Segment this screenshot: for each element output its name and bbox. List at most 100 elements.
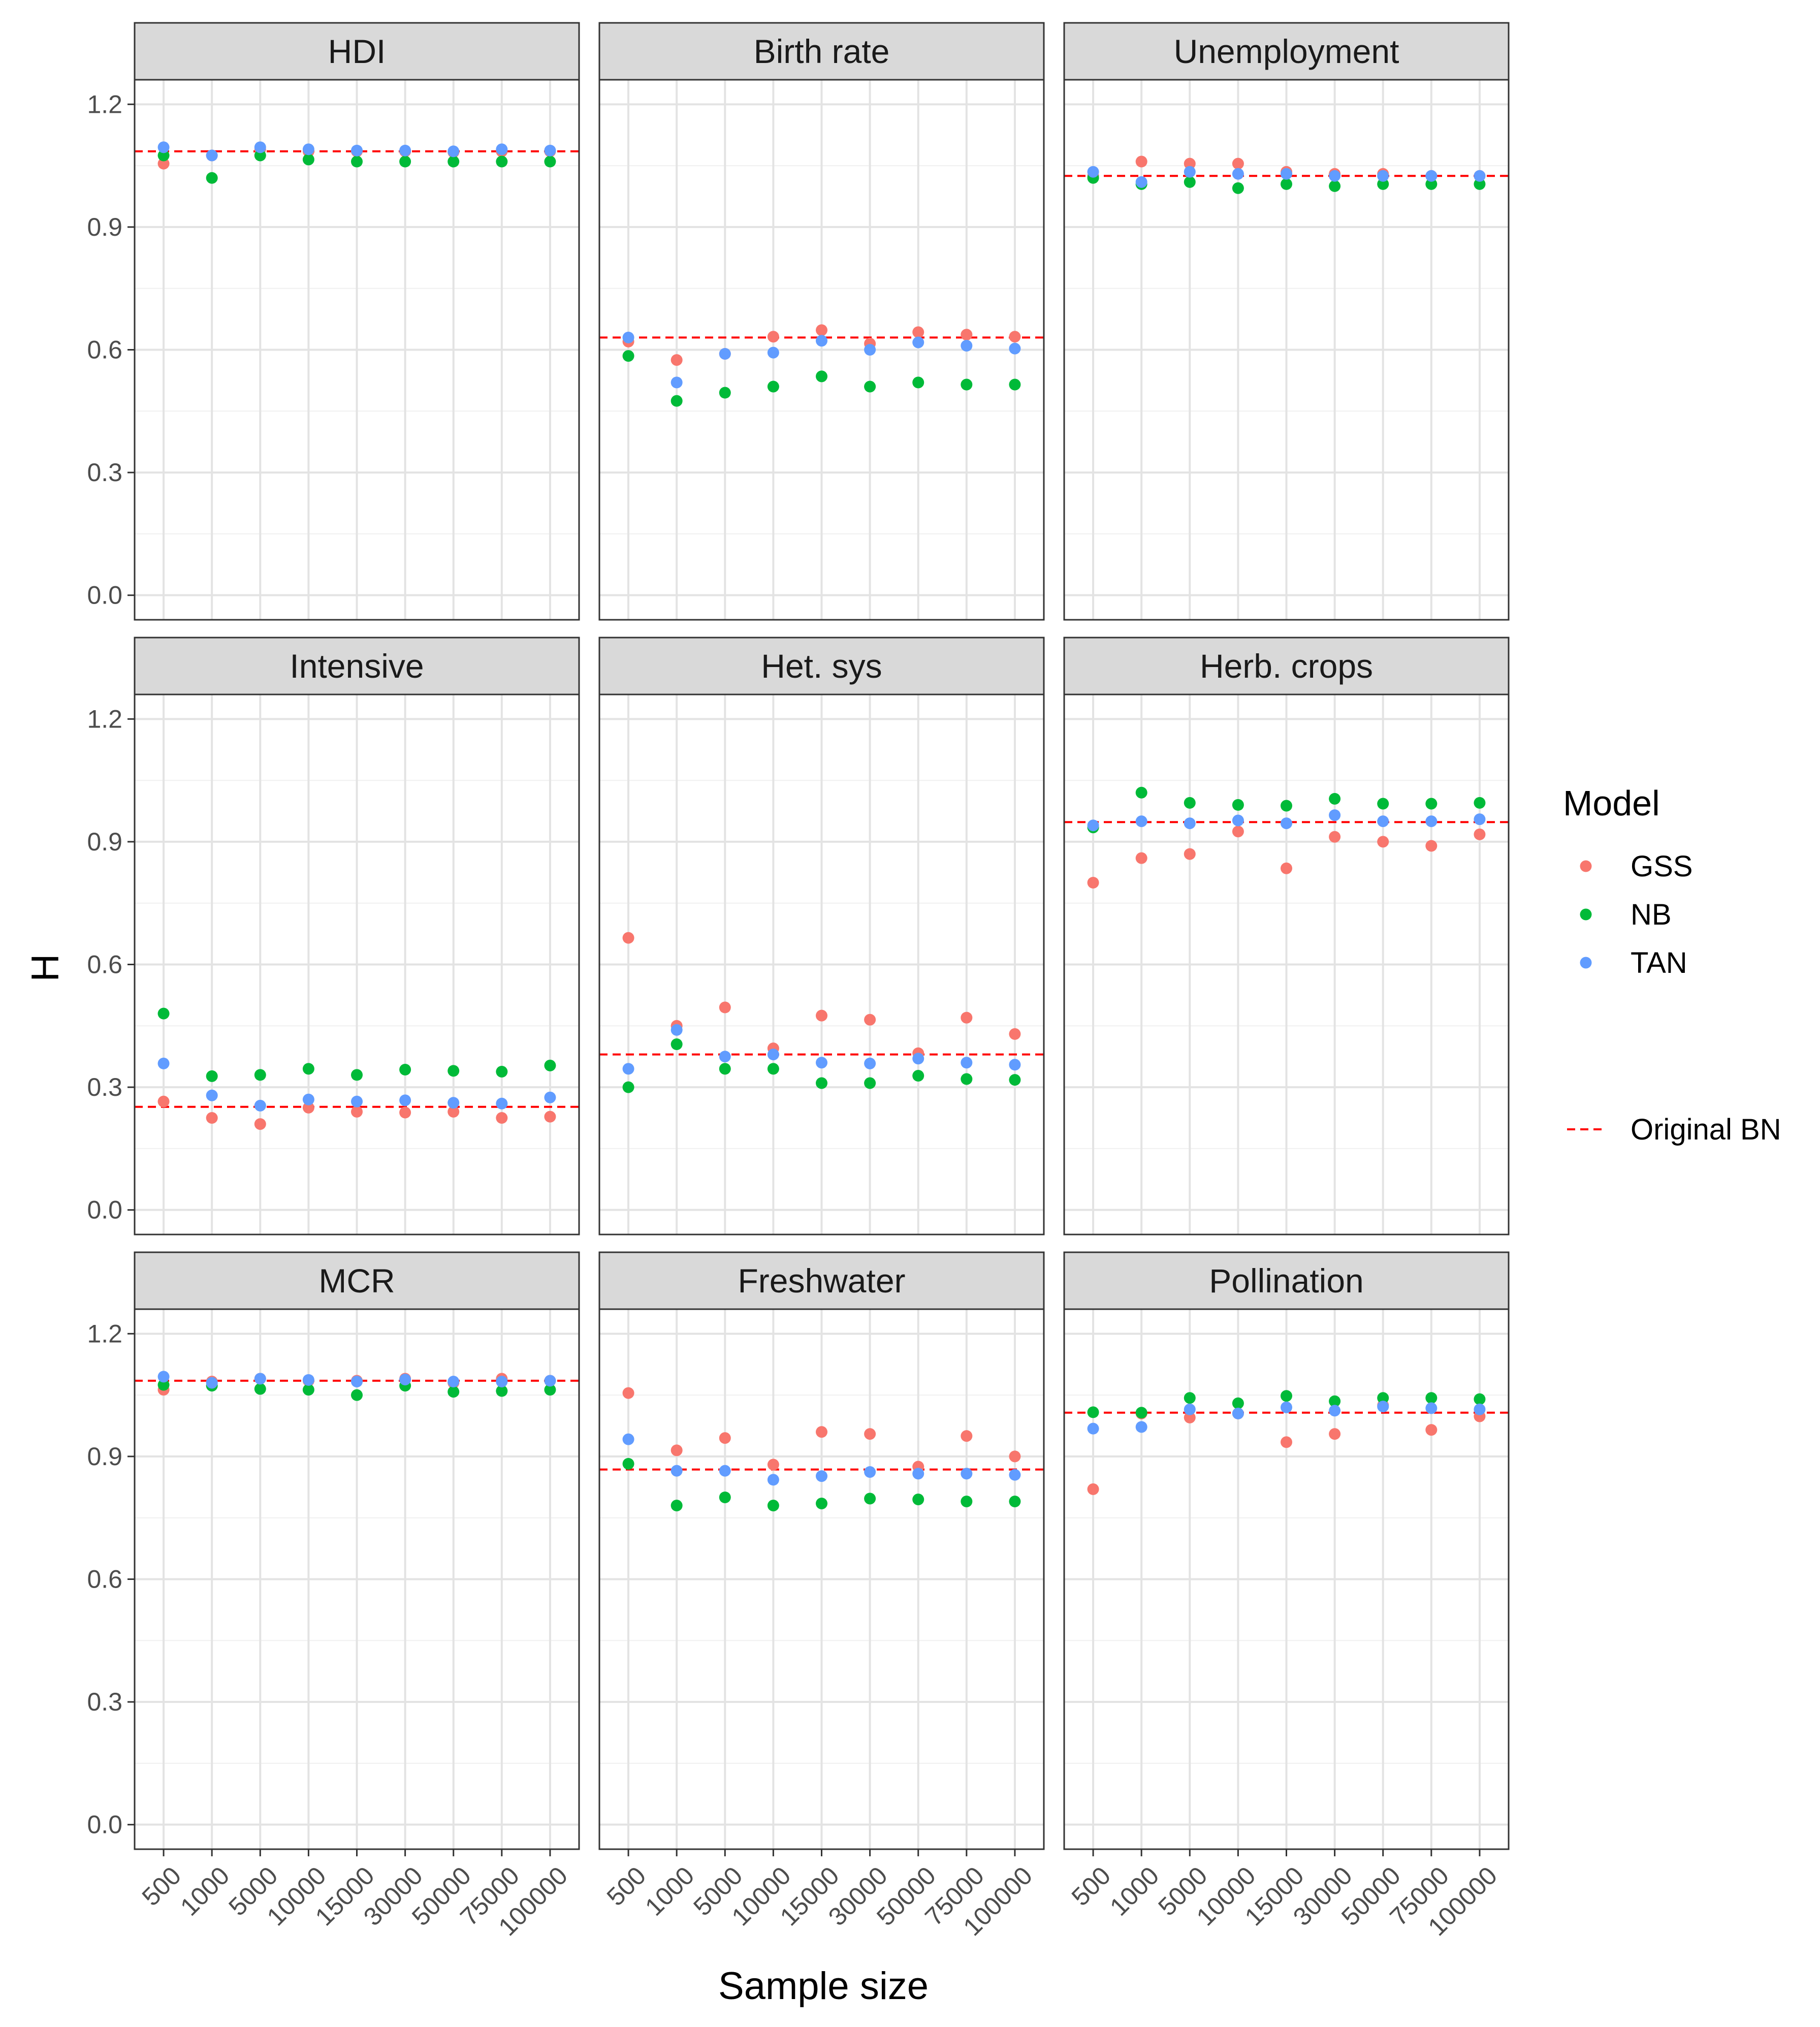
point-tan	[1184, 166, 1196, 178]
point-nb	[816, 1077, 827, 1089]
legend-label: TAN	[1631, 946, 1687, 979]
point-tan	[1377, 815, 1389, 828]
point-nb	[157, 149, 170, 162]
x-tick-label: 1000	[640, 1861, 699, 1921]
facet-strip-label: Birth rate	[754, 33, 890, 70]
point-tan	[767, 1049, 779, 1061]
point-nb	[912, 1493, 924, 1505]
point-nb	[302, 1384, 314, 1396]
point-gss	[206, 1112, 218, 1124]
panel-border	[598, 79, 1045, 621]
legend-key-nb	[1580, 908, 1592, 921]
point-tan	[1425, 815, 1438, 828]
point-nb	[1281, 1390, 1292, 1402]
point-tan	[1425, 170, 1438, 182]
point-gss	[1281, 1436, 1292, 1448]
point-tan	[544, 144, 556, 156]
point-nb	[1009, 378, 1021, 391]
point-gss	[1184, 1411, 1196, 1423]
point-nb	[544, 1059, 556, 1071]
point-tan	[302, 1093, 314, 1105]
y-tick-label: 1.2	[87, 705, 122, 733]
facet-panel: Pollination50010005000100001500030000500…	[1063, 1251, 1510, 1941]
point-nb	[399, 155, 411, 168]
point-nb	[254, 1069, 266, 1081]
point-nb	[1184, 1392, 1196, 1404]
point-gss	[816, 1426, 827, 1438]
point-nb	[1377, 178, 1389, 190]
point-nb	[448, 1065, 460, 1077]
point-tan	[448, 1376, 460, 1388]
point-tan	[206, 149, 218, 162]
point-nb	[816, 370, 827, 383]
point-nb	[1425, 178, 1438, 190]
point-tan	[719, 1051, 731, 1063]
point-nb	[1281, 178, 1292, 190]
legend-key-gss	[1580, 860, 1592, 872]
point-nb	[1087, 1406, 1099, 1418]
point-tan	[1184, 1403, 1196, 1415]
point-tan	[544, 1375, 556, 1387]
point-nb	[912, 1070, 924, 1082]
point-tan	[448, 1097, 460, 1109]
y-tick-label: 0.3	[87, 458, 122, 487]
point-gss	[254, 1118, 266, 1130]
facet-panels: HDI 0.0 0.3 0.6 0.9 1.2 Birth rate Unemployment…	[87, 22, 1510, 1941]
point-nb	[670, 395, 683, 407]
point-tan	[719, 348, 731, 360]
point-gss	[816, 324, 827, 336]
point-gss	[719, 1432, 731, 1444]
point-nb	[719, 387, 731, 399]
point-tan	[1377, 1401, 1389, 1413]
y-tick-label: 0.0	[87, 1811, 122, 1839]
facet-strip	[1063, 22, 1510, 81]
point-nb	[1135, 1407, 1147, 1419]
point-nb	[1474, 1393, 1486, 1405]
panel-border	[598, 693, 1045, 1236]
point-tan	[496, 1376, 508, 1388]
point-nb	[157, 1007, 170, 1020]
point-tan	[1135, 1421, 1147, 1433]
point-gss	[1184, 848, 1196, 860]
point-tan	[961, 1057, 973, 1069]
facet-panel: Unemployment	[1063, 22, 1510, 621]
facet-strip-label: Het. sys	[761, 647, 882, 685]
point-nb	[1474, 178, 1486, 190]
point-nb	[622, 350, 634, 362]
legend-title: Model	[1563, 783, 1660, 823]
point-nb	[157, 1379, 170, 1391]
point-tan	[351, 1376, 363, 1388]
point-tan	[1135, 815, 1147, 828]
point-tan	[399, 1094, 411, 1106]
y-tick-label: 0.0	[87, 581, 122, 610]
facet-strip-label: Herb. crops	[1200, 647, 1373, 685]
point-tan	[719, 1465, 731, 1477]
point-gss	[496, 1112, 508, 1124]
facet-panel: MCR0.00.30.60.91.25001000500010000150003…	[87, 1251, 580, 1941]
point-nb	[961, 1073, 973, 1085]
legend: Model GSS NB TAN Original BN	[1563, 783, 1781, 1146]
point-gss	[1135, 155, 1147, 168]
point-gss	[622, 1387, 634, 1399]
point-gss	[157, 157, 170, 170]
point-nb	[254, 1383, 266, 1395]
point-tan	[1087, 1422, 1099, 1435]
point-tan	[1087, 819, 1099, 832]
point-nb	[206, 172, 218, 184]
y-tick-label: 0.6	[87, 951, 122, 979]
point-nb	[1329, 180, 1341, 192]
point-nb	[1184, 176, 1196, 188]
point-tan	[1377, 170, 1389, 182]
point-tan	[1232, 814, 1244, 827]
point-gss	[622, 932, 634, 944]
point-tan	[1474, 170, 1486, 182]
point-gss	[864, 1014, 876, 1026]
point-gss	[961, 329, 973, 341]
point-tan	[448, 145, 460, 157]
point-gss	[1425, 1424, 1438, 1436]
point-tan	[1009, 1469, 1021, 1481]
facet-panel: Intensive 0.0 0.3 0.6 0.9 1.2	[87, 637, 580, 1236]
point-nb	[912, 376, 924, 389]
point-gss	[767, 331, 779, 343]
point-tan	[767, 1474, 779, 1486]
